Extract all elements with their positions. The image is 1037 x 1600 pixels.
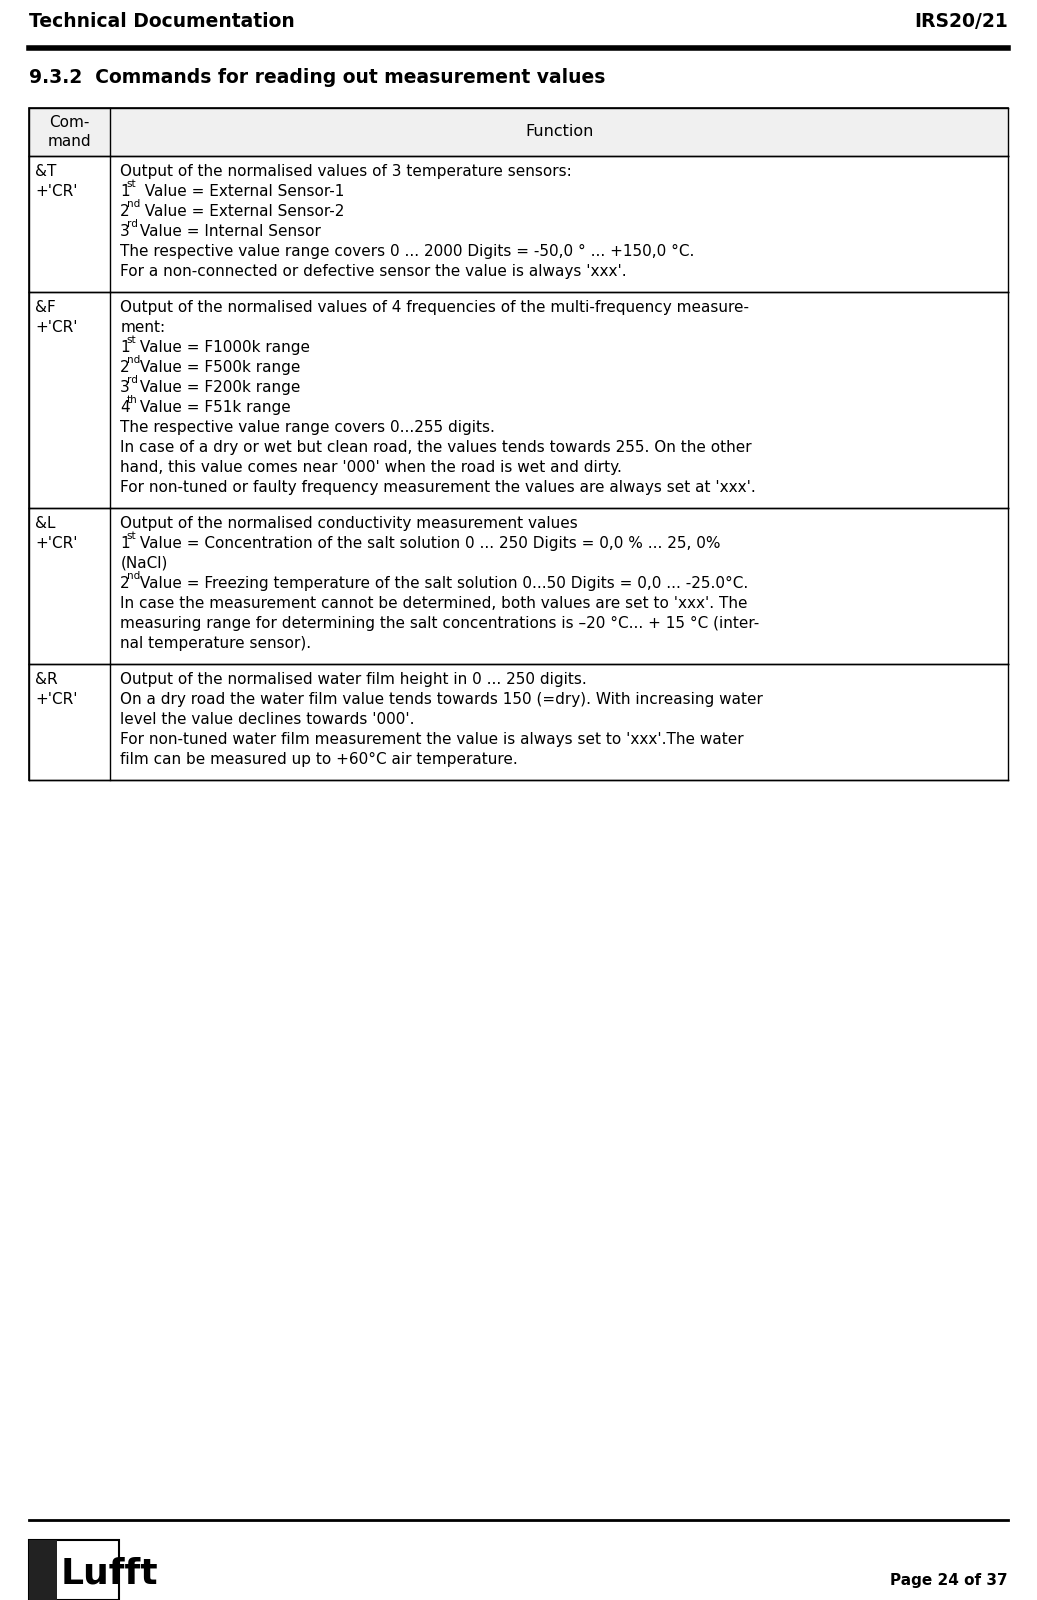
- Text: &R
+'CR': &R +'CR': [35, 672, 78, 707]
- Text: &L
+'CR': &L +'CR': [35, 515, 78, 550]
- Text: film can be measured up to +60°C air temperature.: film can be measured up to +60°C air tem…: [120, 752, 518, 766]
- Text: Output of the normalised values of 4 frequencies of the multi-frequency measure-: Output of the normalised values of 4 fre…: [120, 301, 750, 315]
- Text: IRS20/21: IRS20/21: [915, 11, 1008, 30]
- Text: 2: 2: [120, 576, 130, 590]
- Text: 9.3.2  Commands for reading out measurement values: 9.3.2 Commands for reading out measureme…: [29, 67, 606, 86]
- Text: The respective value range covers 0 ... 2000 Digits = -50,0 ° ... +150,0 °C.: The respective value range covers 0 ... …: [120, 243, 695, 259]
- Bar: [29, 664, 1008, 781]
- Text: rd: rd: [127, 374, 138, 386]
- Text: Value = Freezing temperature of the salt solution 0...50 Digits = 0,0 ... -25.0°: Value = Freezing temperature of the salt…: [135, 576, 749, 590]
- Text: On a dry road the water film value tends towards 150 (=dry). With increasing wat: On a dry road the water film value tends…: [120, 691, 763, 707]
- Bar: [29, 1539, 57, 1600]
- Text: Value = F500k range: Value = F500k range: [135, 360, 301, 374]
- Text: (NaCl): (NaCl): [120, 557, 168, 571]
- Text: ment:: ment:: [120, 320, 166, 334]
- Text: Value = Internal Sensor: Value = Internal Sensor: [135, 224, 321, 238]
- Text: For a non-connected or defective sensor the value is always 'xxx'.: For a non-connected or defective sensor …: [120, 264, 627, 278]
- Bar: [29, 109, 1008, 157]
- Text: &F
+'CR': &F +'CR': [35, 301, 78, 334]
- Text: &T
+'CR': &T +'CR': [35, 165, 78, 198]
- Text: Output of the normalised water film height in 0 ... 250 digits.: Output of the normalised water film heig…: [120, 672, 587, 686]
- Text: Output of the normalised conductivity measurement values: Output of the normalised conductivity me…: [120, 515, 578, 531]
- Text: Value = External Sensor-2: Value = External Sensor-2: [135, 203, 344, 219]
- Text: 2: 2: [120, 203, 130, 219]
- Text: st: st: [127, 531, 137, 541]
- Text: level the value declines towards '000'.: level the value declines towards '000'.: [120, 712, 415, 726]
- Text: 2: 2: [120, 360, 130, 374]
- Text: For non-tuned water film measurement the value is always set to 'xxx'.The water: For non-tuned water film measurement the…: [120, 733, 744, 747]
- Bar: [29, 1539, 119, 1600]
- Text: Page 24 of 37: Page 24 of 37: [891, 1573, 1008, 1587]
- Text: 1: 1: [120, 341, 130, 355]
- Text: Value = External Sensor-1: Value = External Sensor-1: [135, 184, 344, 198]
- Text: st: st: [127, 179, 137, 189]
- Text: Technical Documentation: Technical Documentation: [29, 11, 295, 30]
- Text: nd: nd: [127, 355, 140, 365]
- Text: In case of a dry or wet but clean road, the values tends towards 255. On the oth: In case of a dry or wet but clean road, …: [120, 440, 752, 454]
- Bar: [29, 109, 1008, 781]
- Text: nal temperature sensor).: nal temperature sensor).: [120, 635, 311, 651]
- Bar: [29, 157, 1008, 291]
- Text: Com-
mand: Com- mand: [48, 115, 91, 149]
- Text: 1: 1: [120, 536, 130, 550]
- Text: Lufft: Lufft: [61, 1557, 159, 1590]
- Text: st: st: [127, 334, 137, 346]
- Text: Value = F200k range: Value = F200k range: [135, 379, 301, 395]
- Text: th: th: [127, 395, 138, 405]
- Text: Function: Function: [525, 125, 593, 139]
- Text: In case the measurement cannot be determined, both values are set to 'xxx'. The: In case the measurement cannot be determ…: [120, 595, 748, 611]
- Text: measuring range for determining the salt concentrations is –20 °C... + 15 °C (in: measuring range for determining the salt…: [120, 616, 759, 630]
- Text: For non-tuned or faulty frequency measurement the values are always set at 'xxx': For non-tuned or faulty frequency measur…: [120, 480, 756, 494]
- Text: nd: nd: [127, 571, 140, 581]
- Bar: [29, 291, 1008, 509]
- Bar: [29, 509, 1008, 664]
- Text: Value = Concentration of the salt solution 0 ... 250 Digits = 0,0 % ... 25, 0%: Value = Concentration of the salt soluti…: [135, 536, 721, 550]
- Text: The respective value range covers 0...255 digits.: The respective value range covers 0...25…: [120, 419, 495, 435]
- Text: Value = F1000k range: Value = F1000k range: [135, 341, 310, 355]
- Text: rd: rd: [127, 219, 138, 229]
- Text: 3: 3: [120, 379, 130, 395]
- Text: 1: 1: [120, 184, 130, 198]
- Text: nd: nd: [127, 198, 140, 210]
- Text: Value = F51k range: Value = F51k range: [135, 400, 290, 414]
- Text: hand, this value comes near '000' when the road is wet and dirty.: hand, this value comes near '000' when t…: [120, 461, 622, 475]
- Text: Output of the normalised values of 3 temperature sensors:: Output of the normalised values of 3 tem…: [120, 165, 572, 179]
- Text: 4: 4: [120, 400, 130, 414]
- Text: 3: 3: [120, 224, 130, 238]
